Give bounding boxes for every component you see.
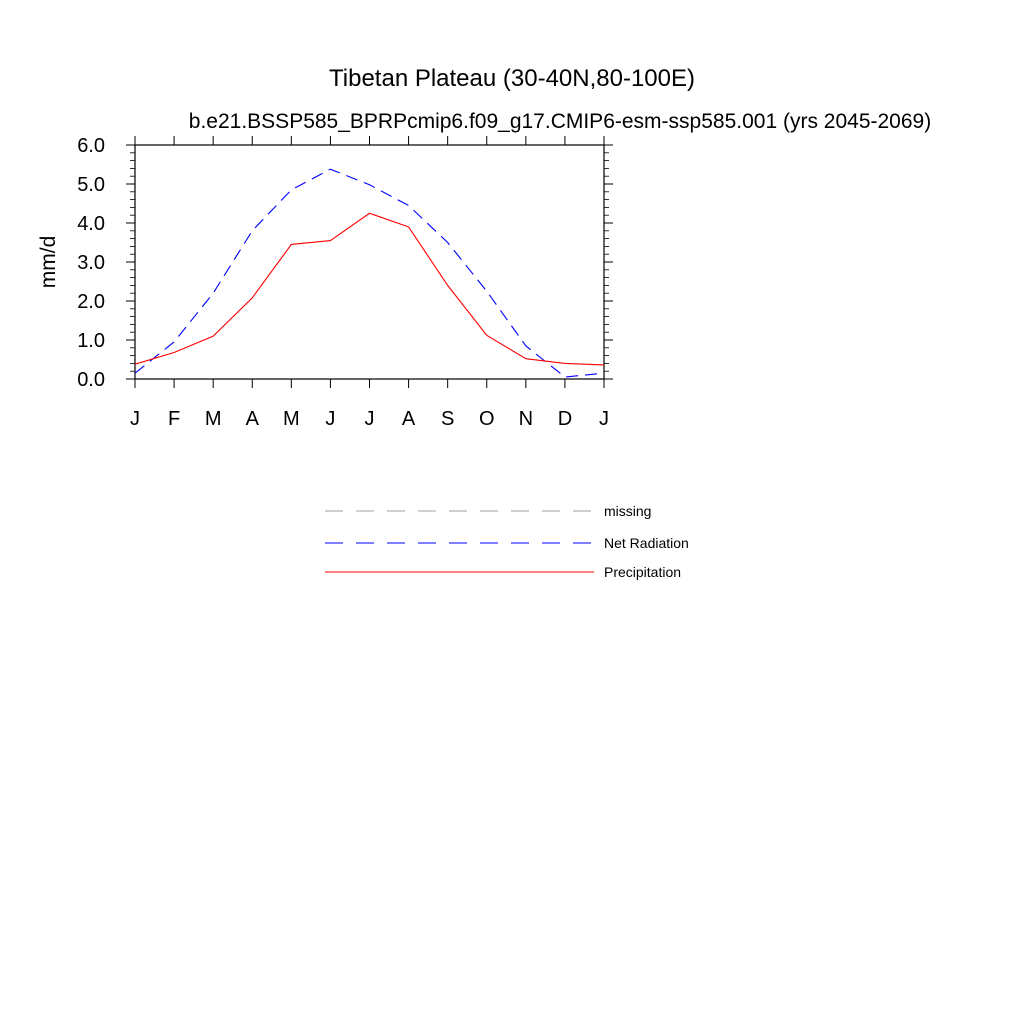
y-tick-label: 6.0 (77, 135, 105, 157)
legend: missing Net Radiation Precipitation (325, 503, 689, 580)
x-tick-label: J (365, 408, 375, 430)
x-tick-label: O (479, 408, 495, 430)
x-tick-label: N (519, 408, 533, 430)
x-tick-label: A (402, 408, 416, 430)
x-tick-label: S (441, 408, 454, 430)
plot-area: 0.0 1.0 2.0 3.0 4.0 5.0 6.0 J F M A M J J A S O N D J (77, 135, 613, 430)
x-tick-label: A (246, 408, 260, 430)
legend-label: Precipitation (604, 564, 681, 580)
x-tick-label: D (558, 408, 572, 430)
y-tick-label: 1.0 (77, 330, 105, 352)
chart-subtitle: b.e21.BSSP585_BPRPcmip6.f09_g17.CMIP6-es… (189, 110, 931, 133)
y-tick-label: 4.0 (77, 213, 105, 235)
y-tick-label: 2.0 (77, 291, 105, 313)
series-line-precipitation (134, 212, 605, 366)
x-tick-label: F (168, 408, 180, 430)
plot-frame (134, 144, 605, 380)
x-tick-label: J (130, 408, 140, 430)
legend-label: missing (604, 503, 651, 519)
y-tick-label: 5.0 (77, 174, 105, 196)
legend-label: Net Radiation (604, 535, 689, 551)
x-tick-label: J (325, 408, 335, 430)
y-axis-label: mm/d (37, 236, 60, 289)
x-tick-label: M (283, 408, 300, 430)
chart-title: Tibetan Plateau (30-40N,80-100E) (329, 65, 695, 92)
y-tick-label: 0.0 (77, 369, 105, 391)
x-tick-label: J (599, 408, 609, 430)
y-tick-label: 3.0 (77, 252, 105, 274)
x-tick-label: M (205, 408, 222, 430)
series-line-net-radiation (134, 168, 605, 378)
